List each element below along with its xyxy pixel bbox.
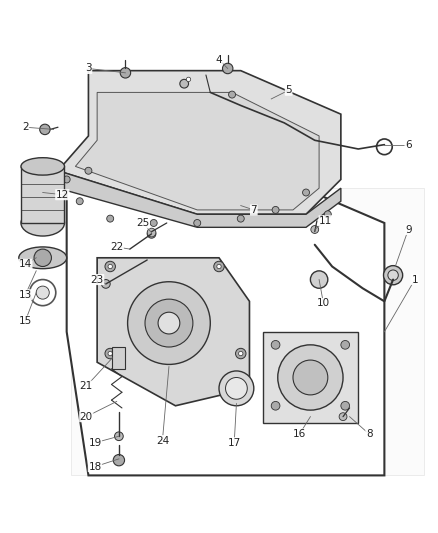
Circle shape [237, 215, 244, 222]
Circle shape [223, 63, 233, 74]
Circle shape [239, 351, 243, 356]
Circle shape [384, 265, 403, 285]
Circle shape [127, 282, 210, 365]
Ellipse shape [19, 247, 67, 269]
Text: 17: 17 [228, 438, 241, 448]
Circle shape [85, 167, 92, 174]
Circle shape [36, 286, 49, 299]
Text: 23: 23 [91, 274, 104, 285]
Bar [21, 166, 64, 223]
Text: 13: 13 [19, 290, 32, 300]
Circle shape [226, 377, 247, 399]
Circle shape [107, 215, 114, 222]
Circle shape [105, 261, 116, 272]
Text: 19: 19 [88, 438, 102, 448]
Text: 9: 9 [405, 224, 412, 235]
Text: 21: 21 [80, 381, 93, 391]
Circle shape [324, 211, 331, 218]
Circle shape [271, 401, 280, 410]
Polygon shape [67, 171, 385, 475]
Text: 22: 22 [110, 242, 124, 252]
Text: 1: 1 [412, 274, 418, 285]
Circle shape [311, 271, 328, 288]
Circle shape [145, 299, 193, 347]
Circle shape [194, 220, 201, 227]
Text: 11: 11 [319, 216, 332, 226]
Text: 20: 20 [80, 411, 93, 422]
Ellipse shape [21, 158, 64, 175]
Circle shape [311, 225, 319, 233]
Circle shape [147, 230, 156, 238]
Text: 3: 3 [85, 63, 92, 74]
Circle shape [115, 432, 123, 441]
Circle shape [120, 68, 131, 78]
Circle shape [63, 176, 70, 183]
Text: 4: 4 [215, 55, 223, 65]
Circle shape [113, 455, 124, 466]
Text: 15: 15 [19, 316, 32, 326]
Circle shape [271, 341, 280, 349]
Text: 5: 5 [285, 85, 292, 95]
Circle shape [219, 371, 254, 406]
Circle shape [102, 279, 110, 288]
Circle shape [186, 77, 191, 82]
Polygon shape [262, 332, 358, 423]
Circle shape [388, 270, 398, 280]
Circle shape [105, 349, 116, 359]
Circle shape [229, 91, 236, 98]
Circle shape [214, 261, 224, 272]
Bar [113, 347, 124, 369]
Circle shape [293, 360, 328, 395]
Text: 10: 10 [317, 298, 330, 309]
Circle shape [303, 189, 310, 196]
Text: 18: 18 [88, 462, 102, 472]
Text: 2: 2 [22, 122, 28, 132]
Circle shape [76, 198, 83, 205]
Polygon shape [58, 171, 341, 228]
Circle shape [180, 79, 188, 88]
Circle shape [339, 413, 347, 421]
Circle shape [108, 351, 113, 356]
Circle shape [341, 401, 350, 410]
Text: 12: 12 [56, 190, 69, 200]
Circle shape [147, 228, 156, 237]
Circle shape [40, 124, 50, 135]
Polygon shape [71, 188, 424, 475]
Ellipse shape [21, 210, 64, 236]
Text: 8: 8 [366, 429, 372, 439]
Circle shape [217, 264, 221, 269]
Text: 16: 16 [293, 429, 306, 439]
Text: 24: 24 [156, 435, 169, 446]
Polygon shape [58, 71, 341, 214]
Polygon shape [75, 92, 319, 210]
Polygon shape [97, 258, 250, 406]
Circle shape [150, 220, 157, 227]
Circle shape [278, 345, 343, 410]
Circle shape [236, 349, 246, 359]
Circle shape [272, 206, 279, 213]
Circle shape [341, 341, 350, 349]
Circle shape [34, 249, 51, 266]
Circle shape [158, 312, 180, 334]
Text: 14: 14 [19, 260, 32, 269]
Text: 7: 7 [251, 205, 257, 215]
Text: 25: 25 [136, 218, 149, 228]
Text: 6: 6 [405, 140, 412, 150]
Circle shape [108, 264, 113, 269]
